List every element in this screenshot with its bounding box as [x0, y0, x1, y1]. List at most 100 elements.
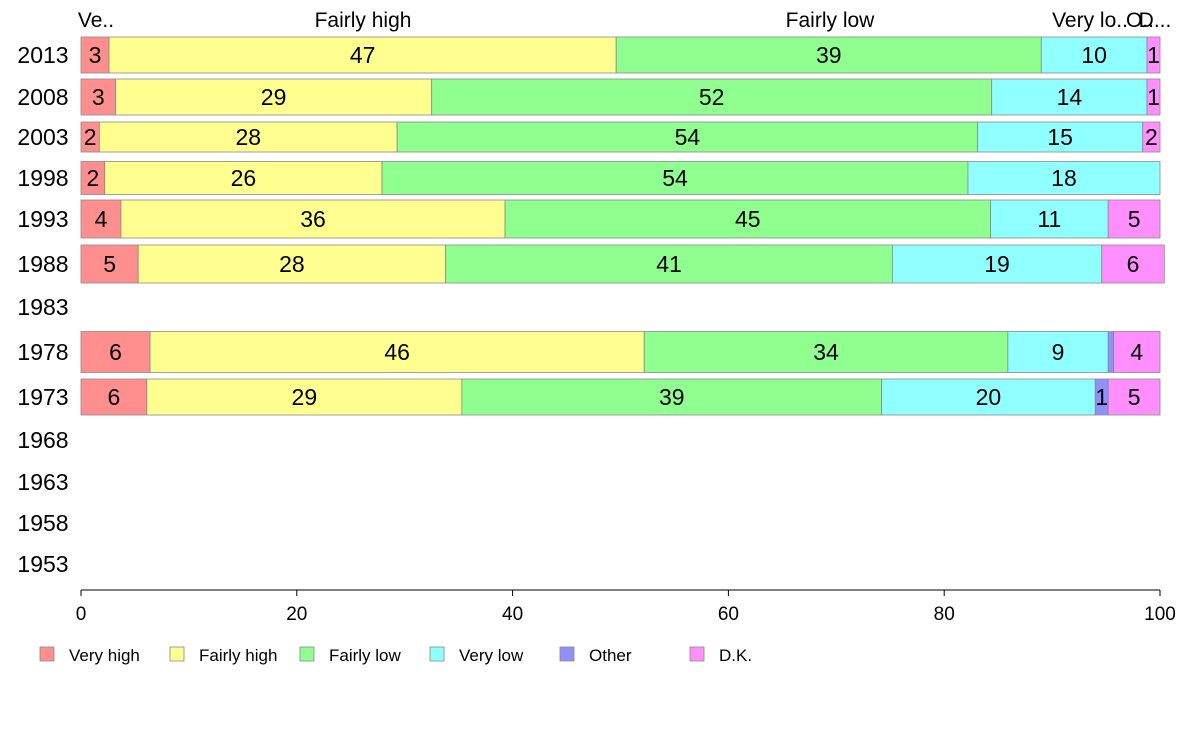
legend-swatch [559, 646, 575, 662]
top-label: Very lo.. [1052, 9, 1128, 32]
data-label: 28 [279, 251, 305, 277]
data-label: 39 [659, 384, 685, 410]
bar-segment [892, 244, 1103, 284]
year-label: 1953 [17, 551, 68, 577]
year-label: 2008 [17, 84, 68, 110]
year-label: 1968 [17, 427, 68, 453]
data-label: 14 [1057, 84, 1083, 110]
bar-segment [1146, 36, 1161, 74]
bar-segment [990, 199, 1109, 239]
bar-segment [80, 331, 151, 373]
bar-segment [1007, 331, 1109, 373]
data-label: 2 [1145, 124, 1158, 150]
legend-label: Very high [69, 646, 140, 665]
bar-segment [461, 378, 883, 416]
bar-segment [1146, 78, 1161, 116]
data-label: 29 [292, 384, 318, 410]
bar-segment [991, 78, 1148, 116]
year-label: 1993 [17, 206, 68, 232]
data-label: 45 [735, 206, 761, 232]
data-label: 19 [984, 251, 1010, 277]
year-label: 1963 [17, 469, 68, 495]
x-tick-label: 100 [1144, 604, 1176, 625]
bar-segment [80, 244, 139, 284]
data-label: 18 [1051, 165, 1077, 191]
legend-label: Fairly high [199, 646, 277, 665]
data-label: 15 [1047, 124, 1073, 150]
year-label: 1988 [17, 251, 68, 277]
data-label: 36 [300, 206, 326, 232]
legend-label: D.K. [719, 646, 752, 665]
bar-segment [1107, 331, 1115, 373]
year-label: 2013 [17, 42, 68, 68]
legend-swatch [689, 646, 705, 662]
data-label: 39 [816, 42, 842, 68]
data-label: 11 [1037, 206, 1061, 232]
data-label: 1 [1147, 84, 1160, 110]
data-label: 5 [103, 251, 116, 277]
data-label: 3 [89, 42, 102, 68]
legend-swatch [169, 646, 185, 662]
bar-segment [1142, 121, 1161, 153]
data-label: 6 [1127, 251, 1140, 277]
data-label: 4 [1130, 339, 1143, 365]
bar-segment [80, 199, 122, 239]
x-tick-label: 60 [718, 604, 739, 625]
legend-label: Very low [459, 646, 524, 665]
data-label: 9 [1052, 339, 1065, 365]
year-label: 1958 [17, 510, 68, 536]
data-label: 54 [662, 165, 688, 191]
bar-segment [381, 161, 969, 195]
data-label: 20 [976, 384, 1002, 410]
data-label: 6 [108, 384, 121, 410]
data-label: 46 [384, 339, 410, 365]
bar-segment [1107, 199, 1161, 239]
bar-segment [504, 199, 991, 239]
top-label: O.. [1126, 9, 1154, 32]
year-label: 1998 [17, 165, 68, 191]
bar-segment [1113, 331, 1161, 373]
top-label: Ve.. [78, 9, 114, 32]
data-label: 47 [350, 42, 376, 68]
bar-segment [643, 331, 1009, 373]
legend-label: Other [589, 646, 632, 665]
top-label: Fairly low [786, 9, 876, 32]
bar-segment [967, 161, 1161, 195]
x-tick-label: 0 [76, 604, 87, 625]
bar-segment [80, 378, 148, 416]
year-label: 1973 [17, 384, 68, 410]
data-label: 52 [699, 84, 725, 110]
data-label: 3 [92, 84, 105, 110]
x-tick-label: 80 [934, 604, 955, 625]
bar-segment [80, 78, 116, 116]
bar-segment [115, 78, 433, 116]
legend-swatch [39, 646, 55, 662]
data-label: 26 [231, 165, 257, 191]
data-label: 5 [1128, 384, 1141, 410]
bar-segment [146, 378, 463, 416]
top-label: D... [1139, 9, 1172, 32]
legend-label: Fairly low [329, 646, 402, 665]
data-label: 10 [1081, 42, 1107, 68]
x-tick-label: 20 [286, 604, 307, 625]
bar-segment [98, 121, 398, 153]
bar-segment [1107, 378, 1161, 416]
data-label: 1 [1095, 384, 1108, 410]
bar-segment [445, 244, 893, 284]
data-label: 54 [675, 124, 701, 150]
top-label: Fairly high [315, 9, 412, 32]
data-label: 34 [813, 339, 839, 365]
bar-segment [1101, 244, 1165, 284]
data-label: 4 [95, 206, 108, 232]
year-label: 1983 [17, 294, 68, 320]
data-label: 2 [84, 124, 97, 150]
bar-segment [396, 121, 979, 153]
data-label: 6 [109, 339, 122, 365]
bar-segment [881, 378, 1096, 416]
bar-segment [431, 78, 993, 116]
year-label: 2003 [17, 124, 68, 150]
legend-swatch [429, 646, 445, 662]
year-label: 1978 [17, 339, 68, 365]
bar-segment [120, 199, 506, 239]
